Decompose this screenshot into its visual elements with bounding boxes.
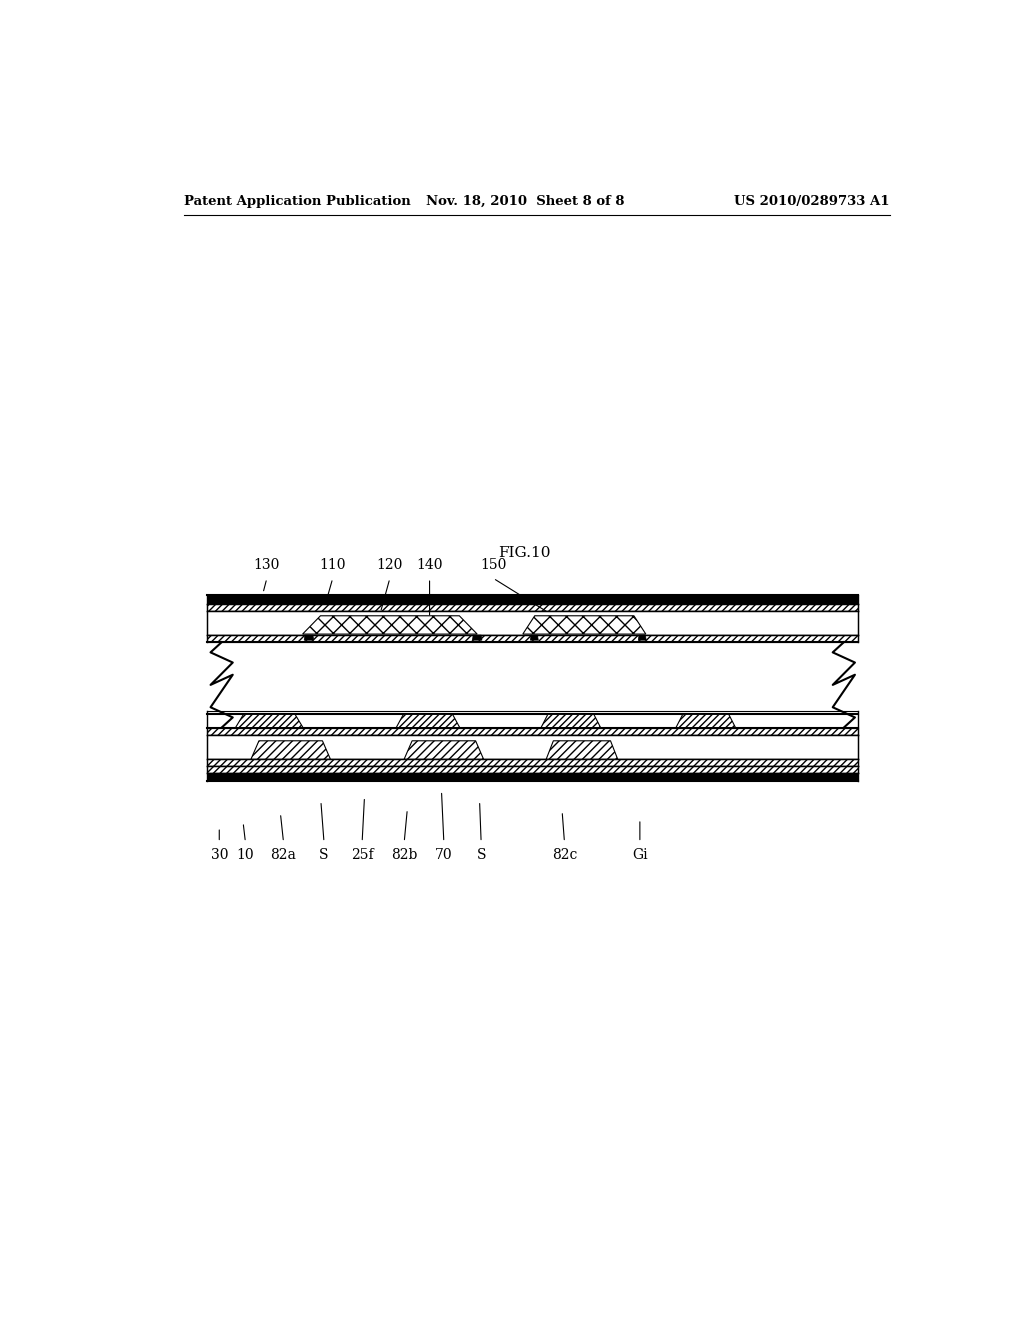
Polygon shape — [236, 714, 303, 727]
Polygon shape — [523, 616, 646, 634]
Text: Patent Application Publication: Patent Application Publication — [183, 194, 411, 207]
Polygon shape — [530, 635, 539, 640]
Text: Gi: Gi — [632, 847, 648, 862]
Bar — [207, 635, 858, 643]
Bar — [207, 603, 858, 611]
Polygon shape — [404, 741, 483, 759]
Polygon shape — [303, 616, 477, 634]
Text: 82b: 82b — [391, 847, 418, 862]
Bar — [207, 611, 858, 635]
Text: US 2010/0289733 A1: US 2010/0289733 A1 — [734, 194, 890, 207]
Polygon shape — [541, 714, 601, 727]
Text: 82a: 82a — [270, 847, 297, 862]
Bar — [207, 759, 858, 766]
Polygon shape — [251, 741, 331, 759]
Text: 82c: 82c — [552, 847, 578, 862]
Bar — [207, 595, 858, 603]
Bar — [207, 727, 858, 735]
Text: 110: 110 — [319, 558, 346, 572]
Text: 120: 120 — [377, 558, 403, 572]
Bar — [207, 735, 858, 759]
Text: S: S — [319, 847, 329, 862]
Polygon shape — [546, 741, 617, 759]
Text: Nov. 18, 2010  Sheet 8 of 8: Nov. 18, 2010 Sheet 8 of 8 — [426, 194, 624, 207]
Text: 10: 10 — [237, 847, 254, 862]
Text: 140: 140 — [417, 558, 442, 572]
Text: 25f: 25f — [351, 847, 374, 862]
Text: 70: 70 — [435, 847, 453, 862]
Polygon shape — [472, 635, 482, 640]
Text: 30: 30 — [211, 847, 228, 862]
Bar — [207, 766, 858, 774]
Polygon shape — [304, 635, 313, 640]
Text: S: S — [476, 847, 486, 862]
Polygon shape — [396, 714, 460, 727]
Text: FIG.10: FIG.10 — [499, 545, 551, 560]
Text: 130: 130 — [254, 558, 281, 572]
Polygon shape — [676, 714, 735, 727]
Text: 150: 150 — [480, 558, 506, 572]
Polygon shape — [638, 635, 646, 640]
Bar — [207, 774, 858, 781]
